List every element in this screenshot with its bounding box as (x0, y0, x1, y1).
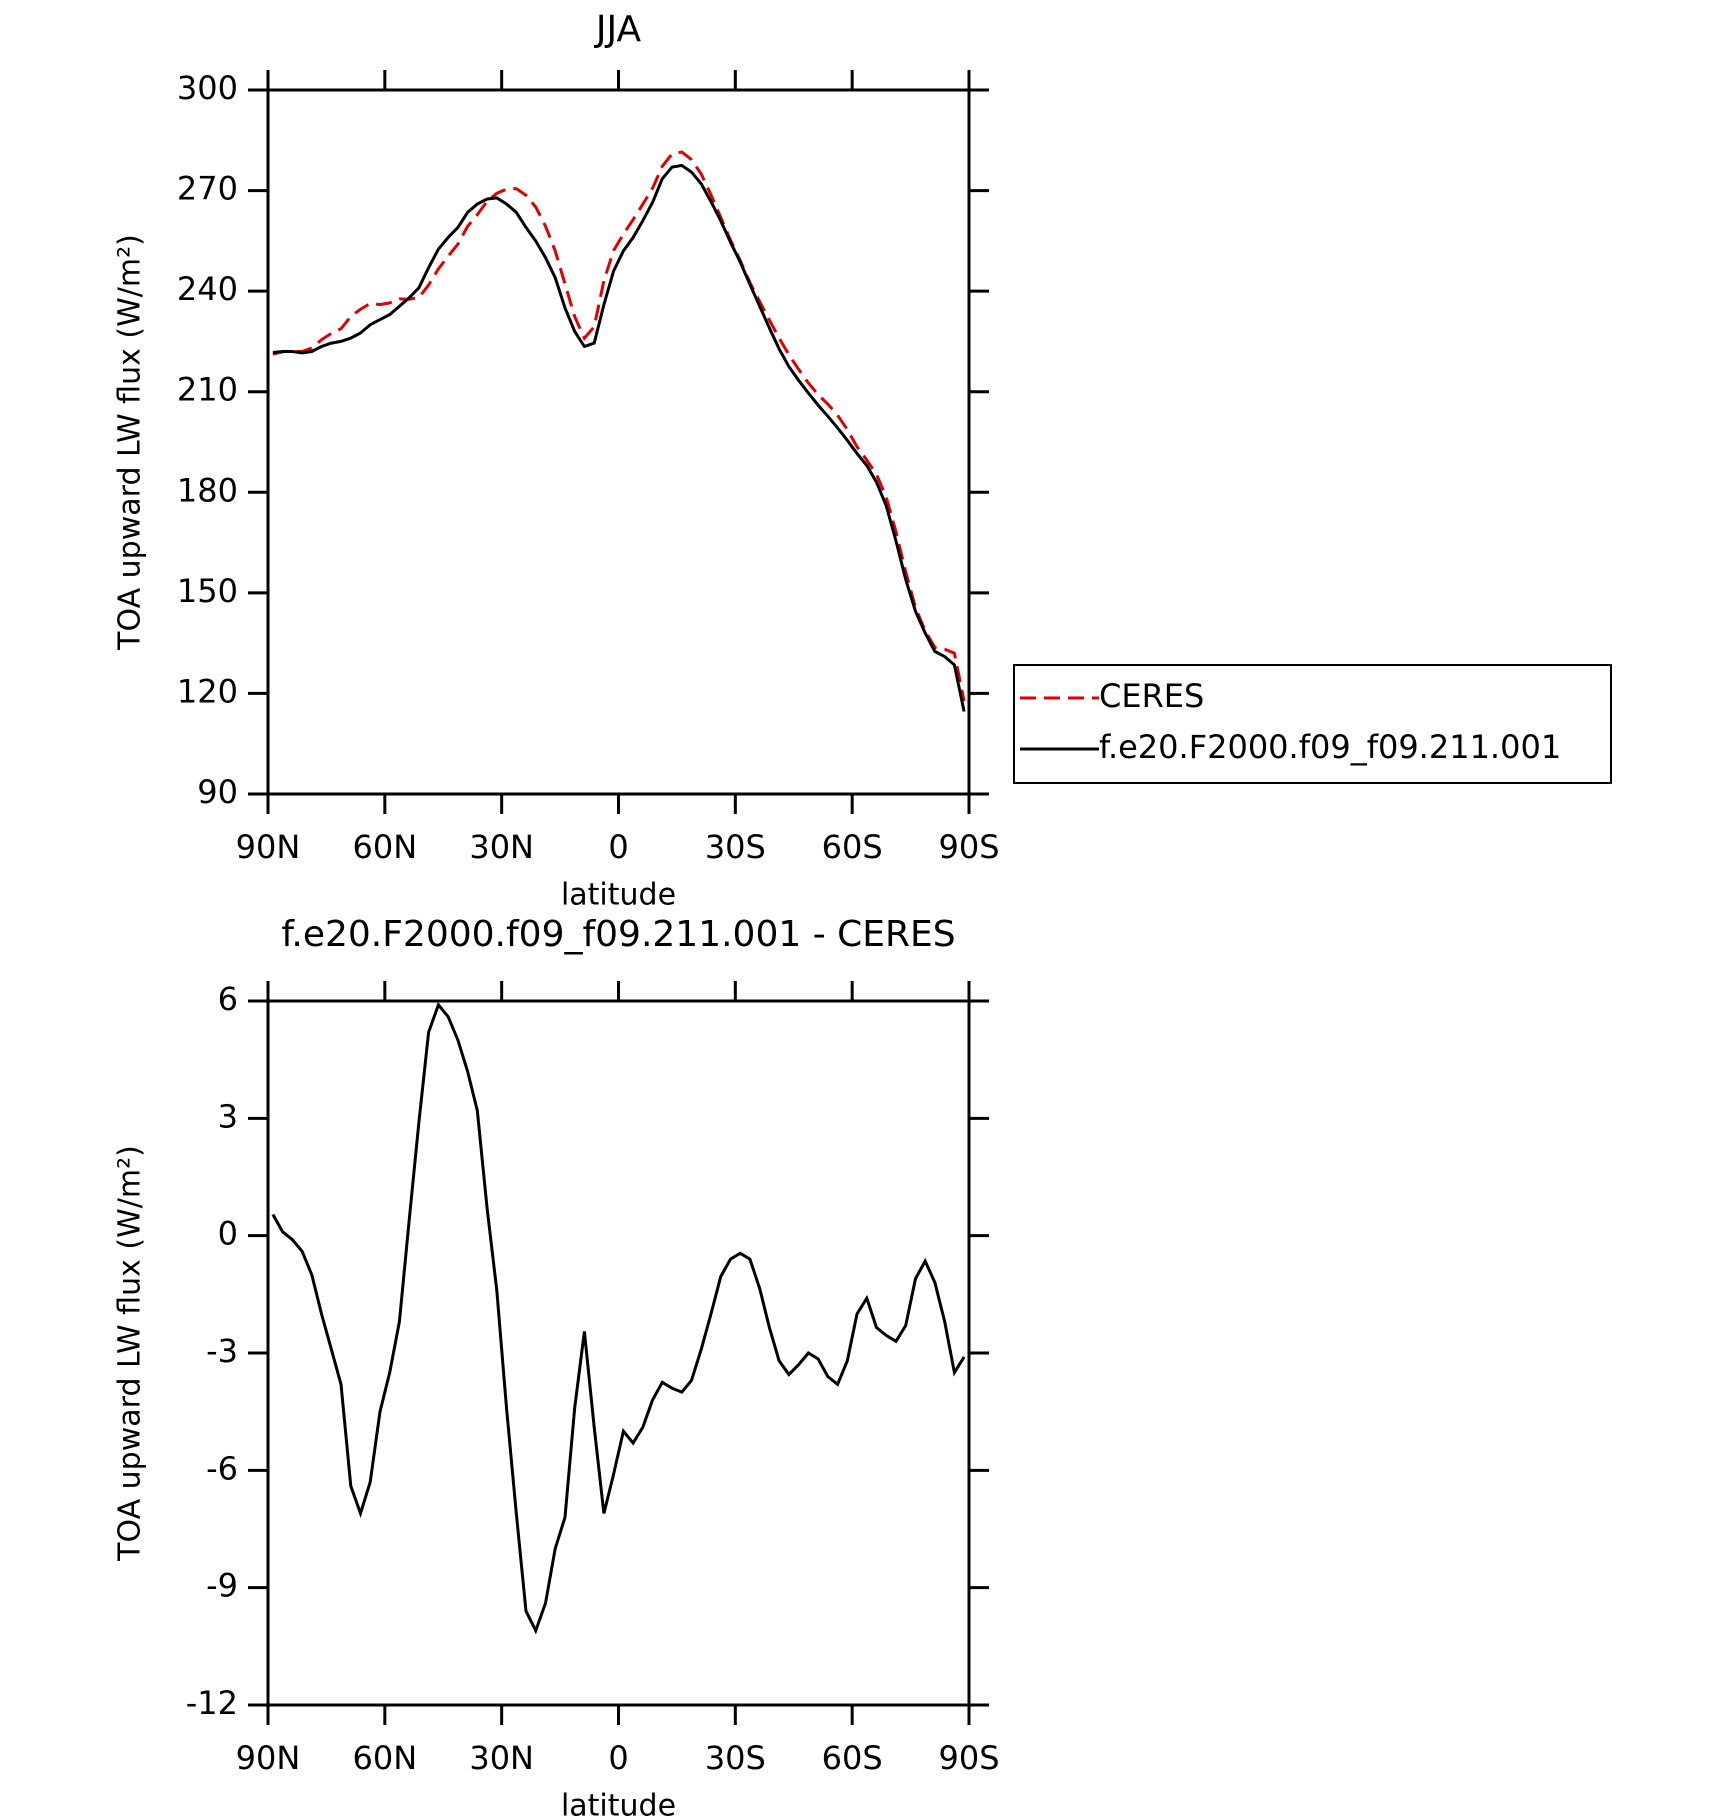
y-tick-label: 180 (177, 471, 238, 509)
x-tick-label: 60S (822, 1739, 883, 1777)
y-tick-label: -3 (206, 1332, 238, 1370)
chart-title: JJA (594, 9, 642, 50)
x-tick-label: 30N (469, 1739, 534, 1777)
x-tick-label: 60N (353, 828, 418, 866)
legend-box (1013, 664, 1612, 784)
x-tick-label: 30N (469, 828, 534, 866)
x-tick-label: 30S (705, 1739, 766, 1777)
x-tick-label: 90N (236, 1739, 301, 1777)
x-tick-label: 0 (608, 828, 628, 866)
plot-frame (266, 999, 971, 1707)
legend-label: CERES (1099, 677, 1204, 715)
y-tick-label: 6 (218, 980, 238, 1018)
series-line (272, 150, 966, 702)
x-tick-label: 60N (353, 1739, 418, 1777)
y-tick-label: 3 (218, 1097, 238, 1135)
y-tick-label: -12 (186, 1684, 238, 1722)
x-tick-label: 90S (938, 1739, 999, 1777)
x-tick-label: 90N (236, 828, 301, 866)
y-tick-label: 90 (197, 773, 238, 811)
y-tick-label: 0 (218, 1215, 238, 1253)
x-tick-label: 0 (608, 1739, 628, 1777)
plot-frame (266, 88, 971, 796)
x-axis-label: latitude (561, 878, 676, 913)
legend-label: f.e20.F2000.f09_f09.211.001 (1099, 728, 1561, 766)
x-tick-label: 60S (822, 828, 883, 866)
y-axis-label: TOA upward LW flux (W/m²) (113, 1145, 148, 1562)
y-tick-label: 300 (177, 69, 238, 107)
y-axis-label: TOA upward LW flux (W/m²) (113, 234, 148, 651)
series-line (271, 1001, 966, 1635)
y-tick-label: -6 (206, 1449, 238, 1487)
y-tick-label: -9 (206, 1567, 238, 1605)
y-tick-label: 120 (177, 672, 238, 710)
y-tick-label: 270 (177, 170, 238, 208)
x-axis-label: latitude (561, 1789, 676, 1816)
series-line (272, 163, 966, 712)
y-tick-label: 240 (177, 270, 238, 308)
chart-title: f.e20.F2000.f09_f09.211.001 - CERES (281, 914, 955, 955)
y-tick-label: 210 (177, 371, 238, 409)
x-tick-label: 90S (938, 828, 999, 866)
y-tick-label: 150 (177, 572, 238, 610)
x-tick-label: 30S (705, 828, 766, 866)
